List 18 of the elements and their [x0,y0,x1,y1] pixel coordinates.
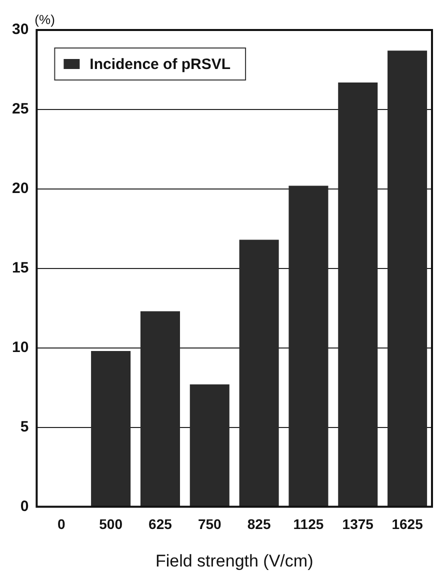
x-axis-title: Field strength (V/cm) [155,551,314,570]
y-axis-title: (%) [34,12,55,28]
y-tick-label: 20 [12,180,29,198]
x-tick-label: 1375 [342,516,374,532]
y-tick-label: 0 [20,498,29,515]
x-tick-label: 1625 [392,516,424,532]
y-tick-label: 10 [12,339,29,356]
y-tick-label: 5 [20,418,29,436]
x-tick-label: 500 [99,516,123,532]
x-tick-label: 1125 [293,516,324,532]
y-tick-label: 15 [12,260,29,277]
x-tick-label: 0 [57,516,66,532]
x-tick-label: 825 [247,516,271,532]
x-tick-label: 750 [198,516,222,532]
legend-label: Incidence of pRSVL [90,56,231,74]
x-tick-label: 625 [148,516,172,532]
y-tick-label: 30 [12,21,29,38]
y-tick-label: 25 [12,100,29,118]
